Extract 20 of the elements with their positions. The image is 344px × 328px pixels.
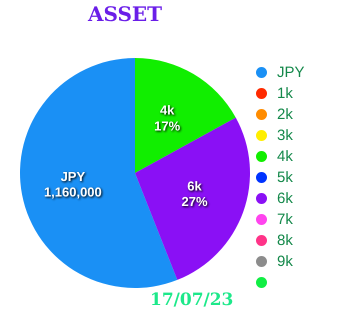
data-label: 27% [181, 194, 208, 210]
pie-slice [135, 58, 236, 173]
legend-label: 5k [277, 169, 293, 186]
legend-label: 8k [277, 232, 293, 249]
pie-slice [135, 118, 250, 280]
legend-label: 4k [277, 148, 293, 165]
slice-label: JPY [60, 168, 86, 184]
legend-label: 2k [277, 106, 293, 123]
legend-label: 1k [277, 85, 293, 102]
slice-label: 6k [187, 178, 203, 194]
legend-label: 3k [277, 127, 293, 144]
legend-label: JPY [277, 64, 305, 81]
text: 17/07/23 [150, 290, 234, 310]
slice-label: 4k [160, 102, 176, 118]
text: 1,160,000 [44, 184, 102, 200]
data-label: 17% [154, 118, 181, 134]
chart-title: ASSET [86, 2, 164, 26]
legend-label: 7k [277, 211, 293, 228]
legend-label: 6k [277, 190, 293, 207]
legend-label: 9k [277, 253, 293, 270]
